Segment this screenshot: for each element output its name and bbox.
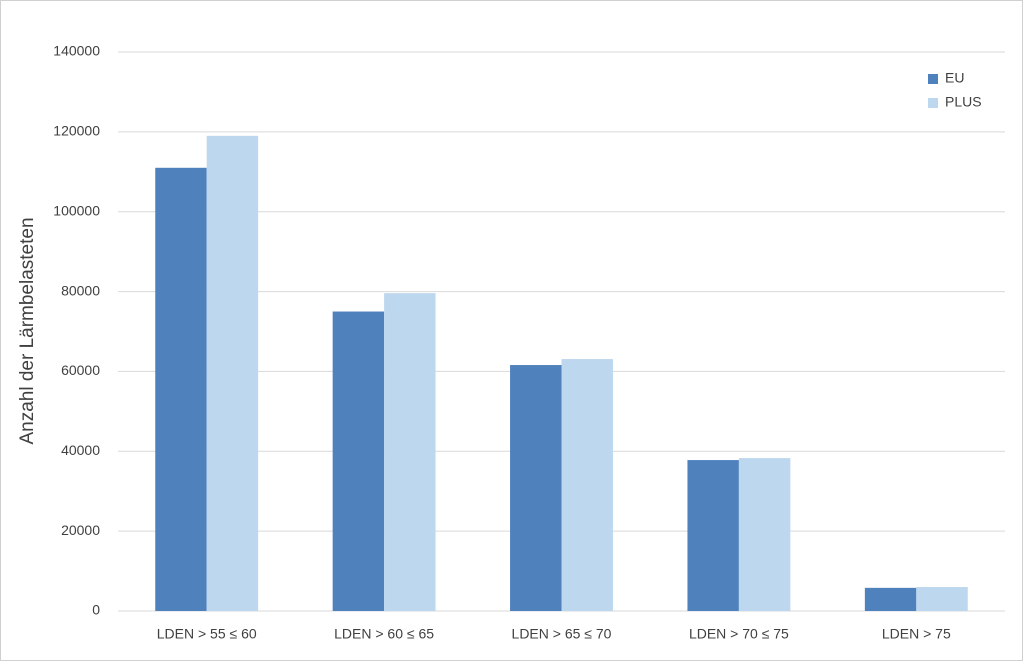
bar xyxy=(332,311,385,611)
y-axis-title: Anzahl der Lärmbelasteten xyxy=(17,217,38,444)
bar xyxy=(561,359,613,611)
x-tick-label: LDEN > 60 ≤ 65 xyxy=(334,626,434,642)
y-tick-label: 20000 xyxy=(61,522,100,538)
bar xyxy=(384,293,436,611)
bar xyxy=(864,587,917,611)
legend-swatch xyxy=(928,98,938,108)
x-tick-label: LDEN > 75 xyxy=(882,626,951,642)
bar xyxy=(510,365,562,611)
y-tick-label: 140000 xyxy=(53,43,100,59)
y-tick-label: 0 xyxy=(92,602,100,618)
legend-swatch xyxy=(928,74,938,84)
y-tick-label: 100000 xyxy=(53,202,100,218)
bar xyxy=(206,135,259,611)
x-tick-label: LDEN > 55 ≤ 60 xyxy=(157,626,257,642)
bar xyxy=(687,460,739,611)
legend-label: PLUS xyxy=(945,94,982,110)
x-tick-label: LDEN > 70 ≤ 75 xyxy=(689,626,789,642)
y-tick-label: 60000 xyxy=(61,362,100,378)
bar xyxy=(155,167,207,612)
bar xyxy=(916,587,968,611)
x-tick-label: LDEN > 65 ≤ 70 xyxy=(512,626,612,642)
legend-label: EU xyxy=(945,70,964,86)
bar xyxy=(738,458,791,611)
y-tick-label: 40000 xyxy=(61,442,100,458)
y-tick-label: 80000 xyxy=(61,282,100,298)
y-tick-label: 120000 xyxy=(53,123,100,139)
